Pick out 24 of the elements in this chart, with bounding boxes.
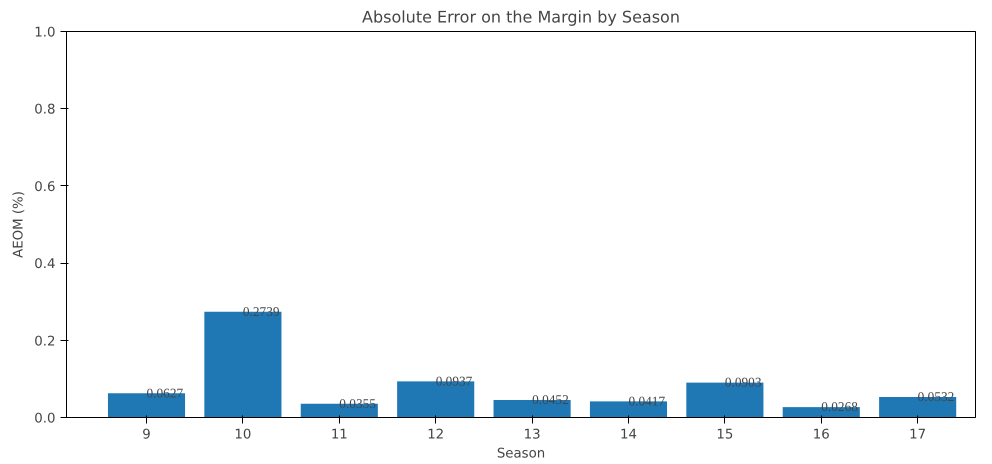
data-label: 0.2739: [242, 304, 280, 319]
x-tick-label: 9: [142, 428, 151, 442]
x-axis-title: Season: [496, 446, 546, 462]
data-label: 0.0532: [918, 388, 954, 404]
data-label: 0.0417: [628, 393, 666, 408]
x-tick-label: 10: [234, 428, 252, 442]
y-tick-label: 0.4: [34, 257, 56, 272]
x-tick-label: 11: [330, 428, 348, 442]
y-tick-label: 0.2: [34, 334, 56, 350]
x-tick-label: 17: [909, 428, 926, 442]
chart-title: Absolute Error on the Margin by Season: [362, 8, 680, 26]
x-tick-label: 14: [620, 428, 637, 442]
x-tick-label: 15: [716, 428, 734, 442]
data-label: 0.0452: [532, 392, 569, 408]
x-tick-label: 16: [812, 428, 830, 442]
data-label: 0.0355: [339, 396, 376, 411]
y-tick-label: 0.8: [34, 102, 56, 118]
x-tick-label: 12: [427, 428, 444, 442]
y-tick-label: 1.0: [34, 26, 56, 40]
y-tick-label: 0.6: [34, 180, 56, 195]
x-tick-label: 13: [524, 428, 541, 442]
data-label: 0.0627: [146, 385, 184, 400]
y-tick-label: 0.0: [34, 412, 56, 426]
y-axis-title: AEOM (%): [11, 191, 26, 258]
